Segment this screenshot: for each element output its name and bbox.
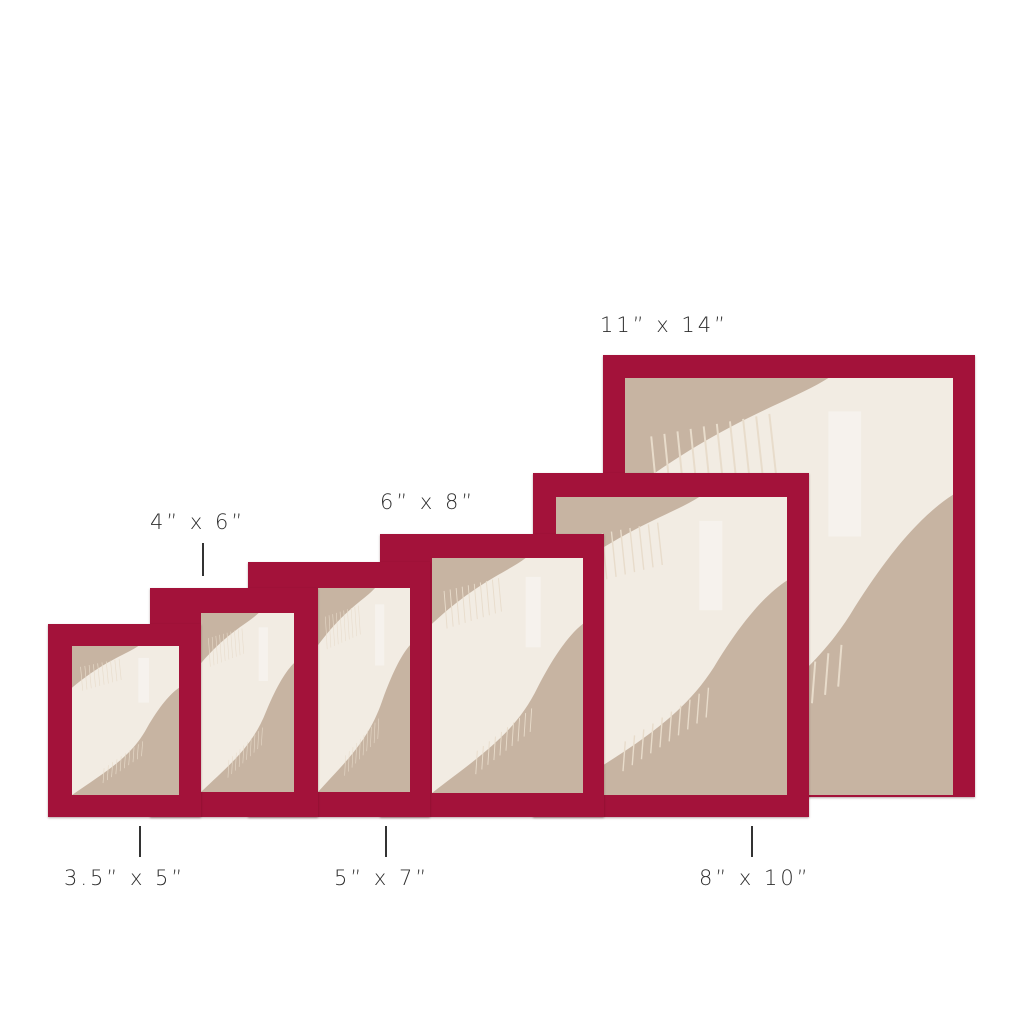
size-pointer-line [139, 826, 141, 857]
artwork [201, 613, 294, 792]
size-pointer-line [385, 826, 387, 857]
frame-3-5x5 [48, 624, 201, 817]
size-label-6x8: 6” x 8” [380, 490, 476, 514]
size-pointer-line [202, 543, 204, 576]
size-pointer-line [751, 826, 753, 857]
artwork [318, 588, 410, 792]
abstract-art-illustration [201, 613, 294, 792]
abstract-art-illustration [432, 558, 583, 793]
artwork [432, 558, 583, 793]
size-label-3-5x5: 3.5” x 5” [64, 866, 186, 890]
size-label-4x6: 4” x 6” [150, 510, 246, 534]
size-label-8x10: 8” x 10” [699, 866, 811, 890]
artwork [72, 646, 179, 795]
size-label-11x14: 11” x 14” [600, 313, 728, 337]
size-label-5x7: 5” x 7” [334, 866, 430, 890]
abstract-art-illustration [72, 646, 179, 795]
abstract-art-illustration [318, 588, 410, 792]
